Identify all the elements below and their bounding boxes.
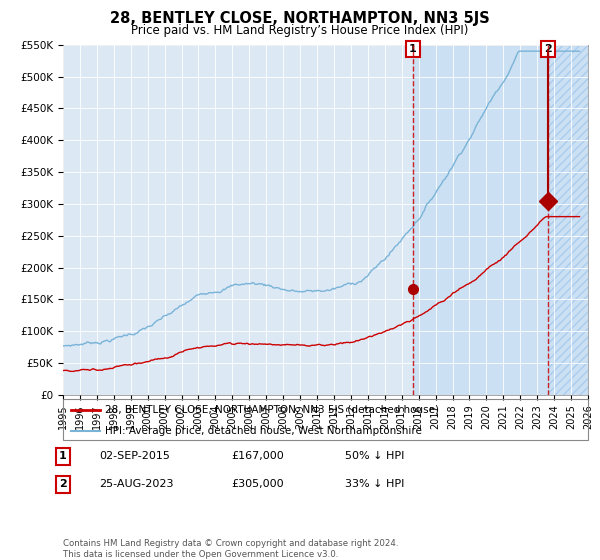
Text: 33% ↓ HPI: 33% ↓ HPI bbox=[345, 479, 404, 489]
Text: 2: 2 bbox=[544, 44, 552, 54]
Text: HPI: Average price, detached house, West Northamptonshire: HPI: Average price, detached house, West… bbox=[105, 426, 422, 436]
Text: Price paid vs. HM Land Registry’s House Price Index (HPI): Price paid vs. HM Land Registry’s House … bbox=[131, 24, 469, 37]
Text: 1: 1 bbox=[59, 451, 67, 461]
Text: Contains HM Land Registry data © Crown copyright and database right 2024.
This d: Contains HM Land Registry data © Crown c… bbox=[63, 539, 398, 559]
Text: 25-AUG-2023: 25-AUG-2023 bbox=[99, 479, 173, 489]
Text: 02-SEP-2015: 02-SEP-2015 bbox=[99, 451, 170, 461]
Text: 28, BENTLEY CLOSE, NORTHAMPTON, NN3 5JS (detached house): 28, BENTLEY CLOSE, NORTHAMPTON, NN3 5JS … bbox=[105, 405, 439, 415]
Text: 1: 1 bbox=[409, 44, 417, 54]
Bar bbox=[413, 45, 588, 395]
Text: 2: 2 bbox=[59, 479, 67, 489]
Bar bbox=[548, 45, 588, 395]
Text: £305,000: £305,000 bbox=[231, 479, 284, 489]
Text: 28, BENTLEY CLOSE, NORTHAMPTON, NN3 5JS: 28, BENTLEY CLOSE, NORTHAMPTON, NN3 5JS bbox=[110, 11, 490, 26]
Text: 50% ↓ HPI: 50% ↓ HPI bbox=[345, 451, 404, 461]
Text: £167,000: £167,000 bbox=[231, 451, 284, 461]
